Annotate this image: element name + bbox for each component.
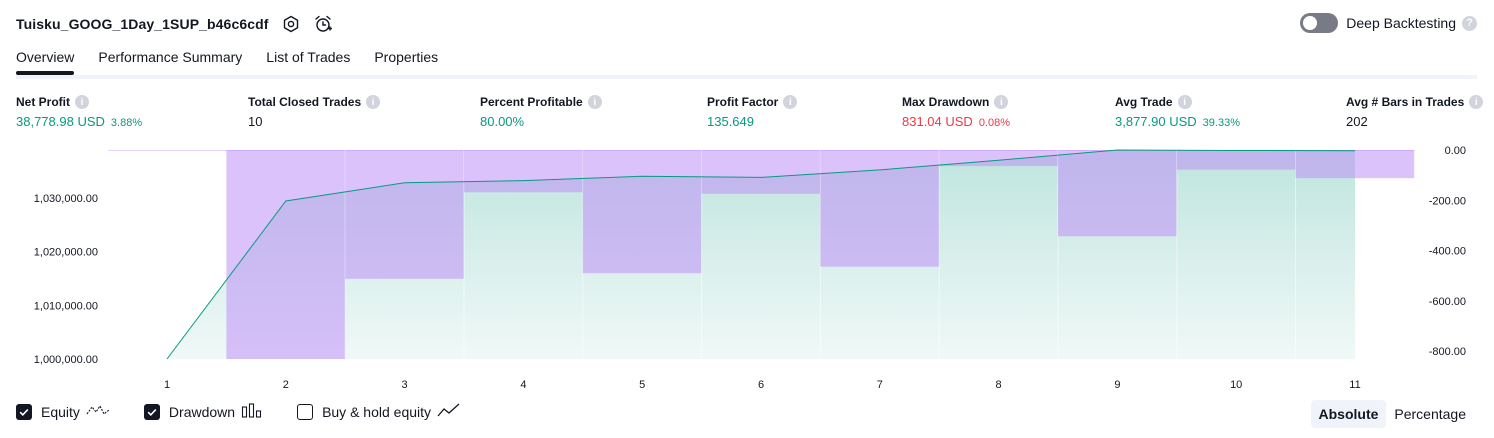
metric-value: 831.04 USD xyxy=(902,114,973,129)
help-icon[interactable]: ? xyxy=(1462,15,1477,31)
y-right-tick-label: -400.00 xyxy=(1429,246,1466,258)
metric-percent: 39.33% xyxy=(1202,117,1240,129)
metric-label: Net Profit xyxy=(16,95,70,109)
drawdown-bar xyxy=(701,150,821,194)
deep-backtesting-toggle[interactable] xyxy=(1300,13,1339,33)
y-left-tick-label: 1,010,000.00 xyxy=(34,300,98,312)
x-tick-label: 10 xyxy=(1230,379,1242,391)
metric-avg-bars-in-trades: Avg # Bars in Trades i 202 xyxy=(1346,94,1484,129)
legend-equity[interactable]: Equity xyxy=(16,402,110,421)
drawdown-bar xyxy=(820,150,940,267)
info-icon[interactable]: i xyxy=(994,95,1009,109)
deep-backtesting-label: Deep Backtesting xyxy=(1346,15,1456,31)
legend-drawdown[interactable]: Drawdown xyxy=(143,402,263,421)
tab-properties[interactable]: Properties xyxy=(374,49,439,65)
x-tick-label: 5 xyxy=(639,379,645,391)
checkbox-checked-icon[interactable] xyxy=(143,403,160,420)
metric-value: 3,877.90 USD xyxy=(1115,114,1197,129)
equity-drawdown-chart: 1,000,000.00 1,010,000.00 1,020,000.00 1,03… xyxy=(34,145,1466,391)
metric-value: 38,778.98 USD xyxy=(16,114,105,129)
legend-label: Equity xyxy=(41,403,80,420)
scale-switch: Absolute Percentage xyxy=(1310,400,1475,428)
metric-label: Profit Factor xyxy=(707,95,779,109)
deep-backtesting: Deep Backtesting ? xyxy=(1300,13,1477,33)
info-icon[interactable]: i xyxy=(75,95,89,109)
checkbox-unchecked-icon[interactable] xyxy=(297,403,314,420)
drawdown-bar xyxy=(345,150,464,279)
y-right-tick-label: -600.00 xyxy=(1429,296,1466,308)
drawdown-bar xyxy=(1176,150,1296,170)
info-icon[interactable]: i xyxy=(366,95,381,109)
metric-value: 10 xyxy=(248,114,263,129)
x-tick-label: 2 xyxy=(283,379,289,391)
x-tick-label: 4 xyxy=(520,379,526,391)
info-icon[interactable]: i xyxy=(587,95,602,109)
metric-label: Avg Trade xyxy=(1115,95,1173,109)
tab-performance-summary[interactable]: Performance Summary xyxy=(98,49,243,65)
metric-value: 80.00% xyxy=(480,114,525,129)
y-right-tick-label: -800.00 xyxy=(1429,346,1466,358)
equity-line xyxy=(166,149,1356,360)
metric-avg-trade: Avg Trade i 3,877.90 USD 39.33% xyxy=(1115,94,1240,129)
metric-label: Avg # Bars in Trades xyxy=(1346,95,1465,109)
strategy-name: Tuisku_GOOG_1Day_1SUP_b46c6cdf xyxy=(16,16,269,32)
x-tick-label: 11 xyxy=(1349,379,1360,391)
tab-bar: Overview Performance Summary List of Tra… xyxy=(16,44,1477,79)
strategy-header: Tuisku_GOOG_1Day_1SUP_b46c6cdf xyxy=(16,12,333,36)
info-icon[interactable]: i xyxy=(1177,95,1192,109)
metric-percent-profitable: Percent Profitable i 80.00% xyxy=(480,94,602,129)
metric-label: Max Drawdown xyxy=(902,95,990,109)
percentage-button[interactable]: Percentage xyxy=(1394,406,1466,422)
alarm-add-icon[interactable] xyxy=(313,14,333,34)
drawdown-bar xyxy=(582,150,702,274)
drawdown-bar xyxy=(939,150,1058,167)
legend-label: Buy & hold equity xyxy=(322,403,432,420)
x-tick-label: 6 xyxy=(758,379,764,391)
metric-profit-factor: Profit Factor i 135.649 xyxy=(707,94,798,129)
y-left-tick-label: 1,030,000.00 xyxy=(34,193,98,205)
y-right-tick-label: -200.00 xyxy=(1429,195,1466,207)
drawdown-bar xyxy=(1058,150,1177,237)
settings-icon[interactable] xyxy=(281,14,301,34)
metric-max-drawdown: Max Drawdown i 831.04 USD 0.08% xyxy=(902,94,1010,129)
legend-label: Drawdown xyxy=(168,403,236,420)
metric-percent: 3.88% xyxy=(110,117,143,129)
metric-percent: 0.08% xyxy=(978,117,1011,129)
metrics-row: Net Profit i 38,778.98 USD 3.88% Total Clo… xyxy=(0,94,1494,134)
equity-line-icon xyxy=(86,402,110,421)
metric-label: Percent Profitable xyxy=(480,95,583,109)
drawdown-bar xyxy=(226,150,346,359)
drawdown-bar xyxy=(1295,150,1415,179)
y-left-tick-label: 1,000,000.00 xyxy=(34,354,98,366)
info-icon[interactable]: i xyxy=(1469,95,1484,109)
x-tick-label: 3 xyxy=(402,379,408,391)
chart-legend: Equity Drawdown Buy & hold equity xyxy=(16,402,495,421)
metric-value: 202 xyxy=(1346,114,1368,129)
tab-list-of-trades[interactable]: List of Trades xyxy=(266,49,351,65)
metric-label: Total Closed Trades xyxy=(248,95,362,109)
x-tick-label: 9 xyxy=(1114,379,1120,391)
tab-overview[interactable]: Overview xyxy=(16,44,75,75)
drawdown-bar xyxy=(464,150,583,193)
absolute-button[interactable]: Absolute xyxy=(1310,400,1387,428)
x-tick-label: 8 xyxy=(996,379,1002,391)
y-right-tick-label: 0.00 xyxy=(1445,145,1466,157)
legend-buy-hold-equity[interactable]: Buy & hold equity xyxy=(297,402,461,421)
info-icon[interactable]: i xyxy=(783,95,798,109)
x-tick-label: 1 xyxy=(164,379,170,391)
metric-net-profit: Net Profit i 38,778.98 USD 3.88% xyxy=(16,94,142,129)
trend-line-icon xyxy=(437,402,461,421)
metric-value: 135.649 xyxy=(707,114,754,129)
x-tick-label: 7 xyxy=(877,379,883,391)
checkbox-checked-icon[interactable] xyxy=(16,403,32,420)
metric-total-closed-trades: Total Closed Trades i 10 xyxy=(248,94,381,129)
drawdown-bars-icon xyxy=(241,402,263,421)
y-left-tick-label: 1,020,000.00 xyxy=(34,247,98,259)
